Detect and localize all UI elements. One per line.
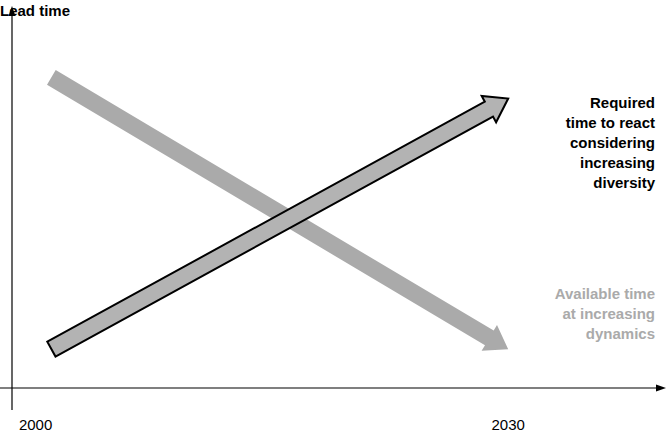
series-label-line: Available time bbox=[555, 285, 655, 302]
y-axis-label: Lead time bbox=[0, 2, 70, 19]
y-axis bbox=[11, 14, 12, 410]
chart: Lead time 2000 2030 Available time at increa… bbox=[0, 0, 669, 435]
series-label-line: time to react bbox=[566, 114, 655, 131]
series-group bbox=[47, 70, 508, 357]
x-axis-arrow bbox=[656, 385, 666, 392]
series-line bbox=[47, 96, 508, 357]
series-label: Available time at increasing dynamics bbox=[555, 285, 655, 342]
series-label-line: dynamics bbox=[586, 325, 655, 342]
series-label: Required time to react considering increasi… bbox=[566, 94, 656, 191]
x-tick-label: 2030 bbox=[492, 416, 525, 433]
series-label-line: Required bbox=[590, 94, 655, 111]
x-tick-label: 2000 bbox=[19, 416, 52, 433]
series-label-line: increasing bbox=[580, 154, 655, 171]
series-label-line: diversity bbox=[593, 174, 655, 191]
series-label-line: at increasing bbox=[562, 305, 655, 322]
series-label-line: considering bbox=[570, 134, 655, 151]
x-axis bbox=[0, 387, 658, 388]
